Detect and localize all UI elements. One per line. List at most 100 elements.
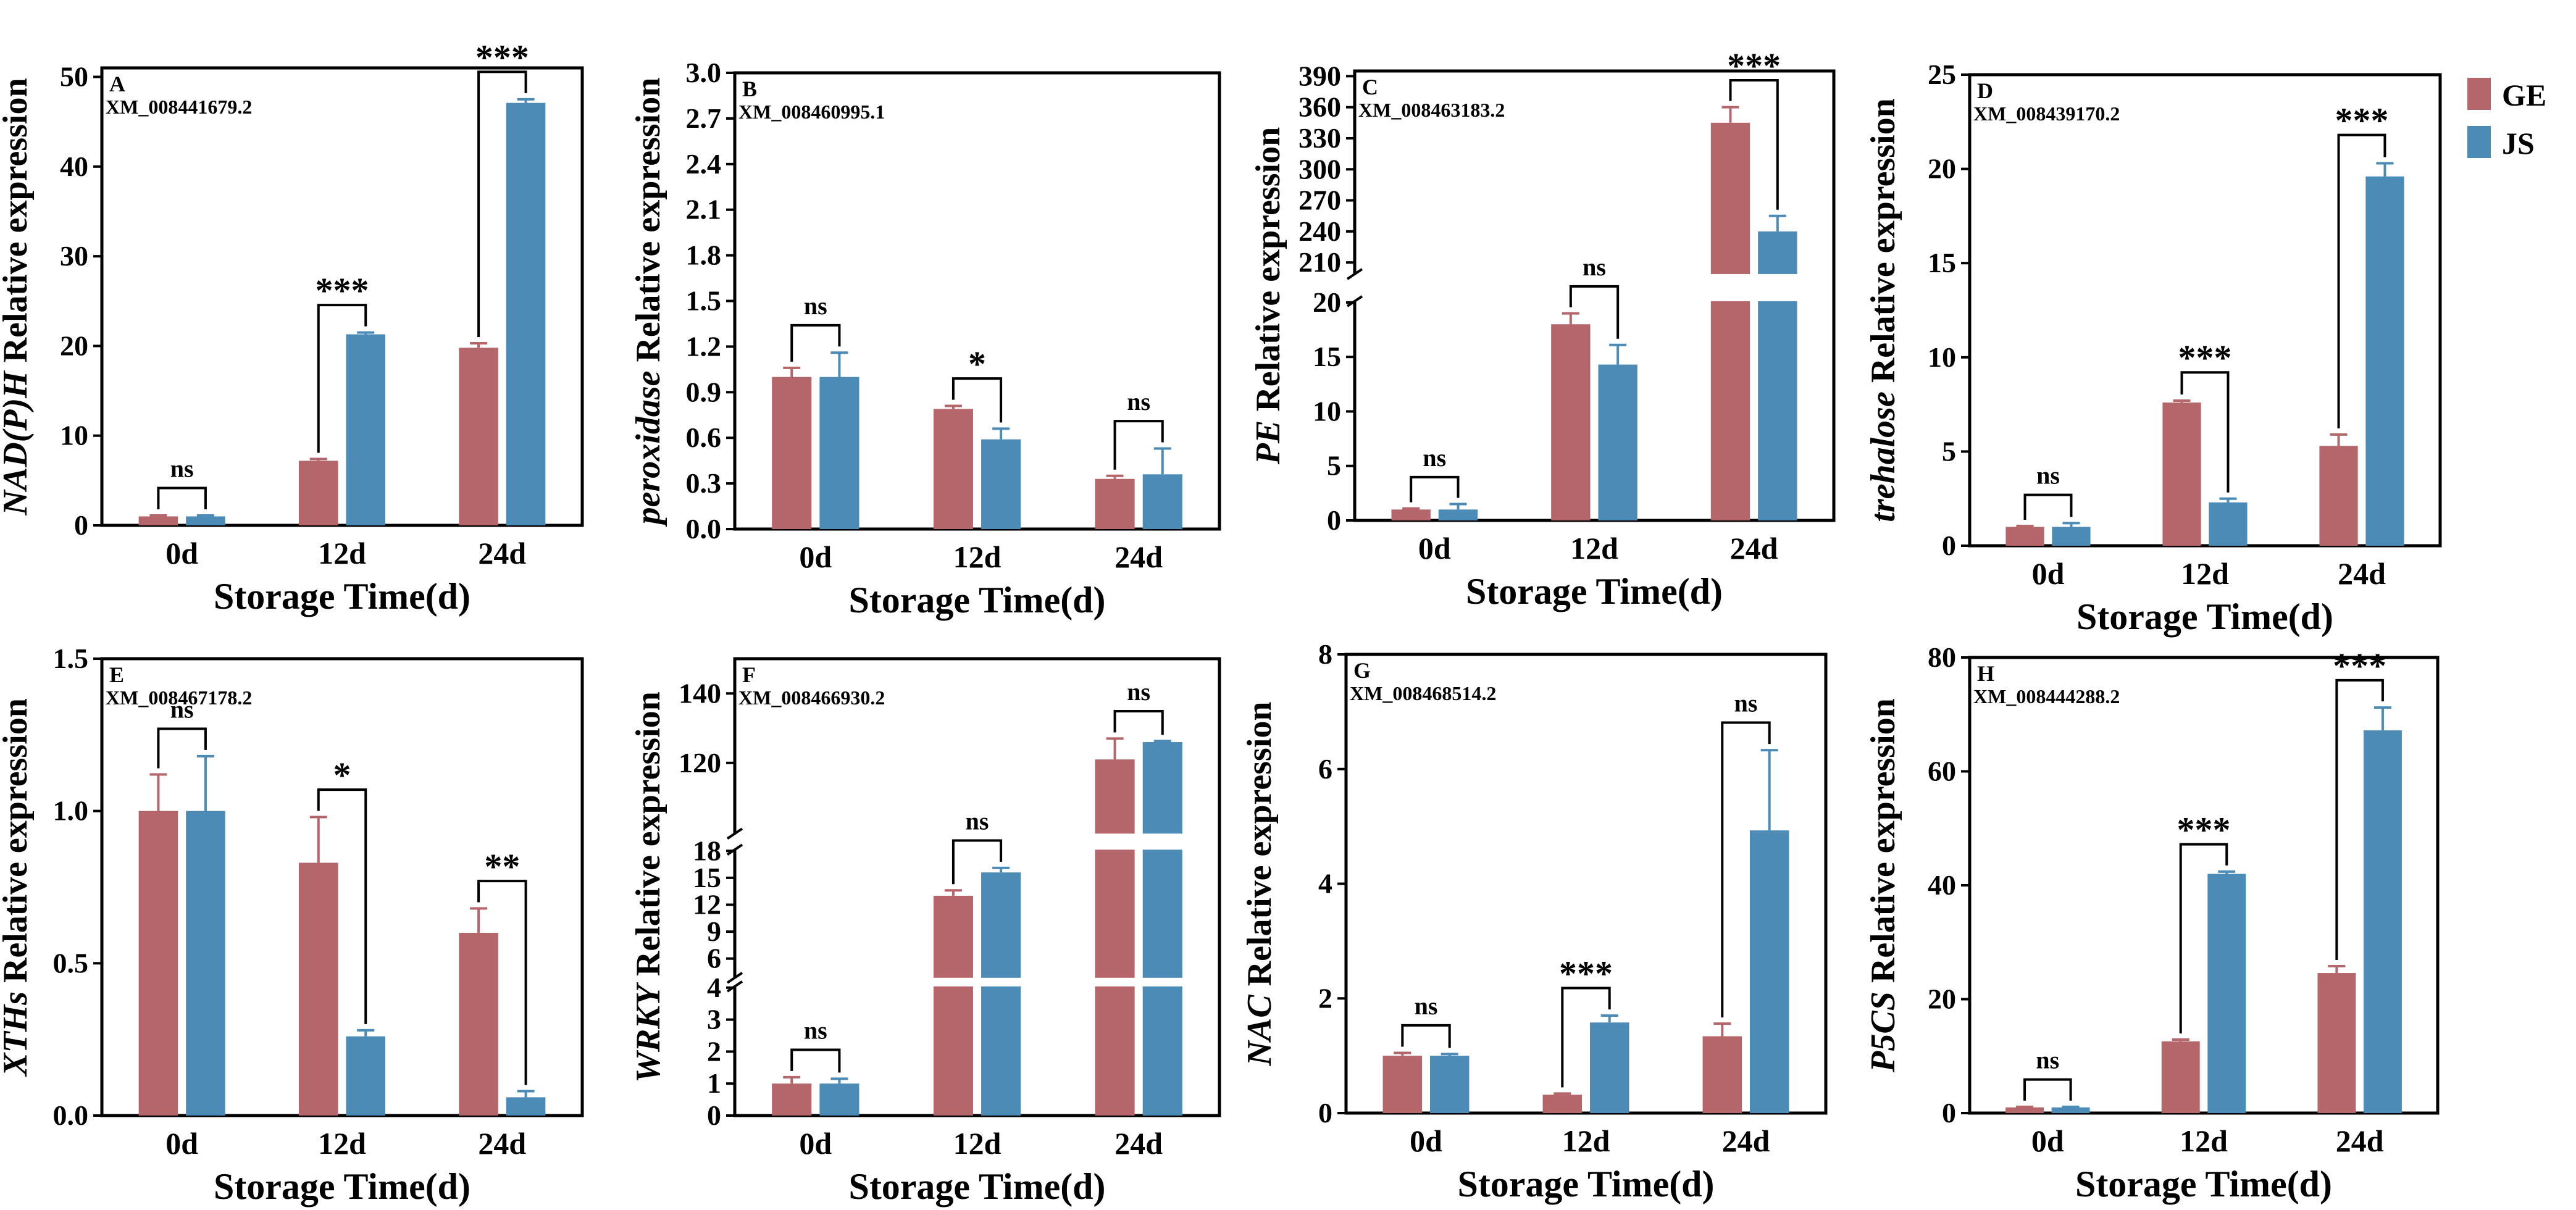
bar-ge-24d [1095, 759, 1135, 1116]
bar-ge-12d [1542, 1095, 1583, 1113]
axis-break-mark [726, 972, 743, 984]
y-axis-label: NAC Relative expression [1240, 701, 1279, 1066]
bar-ge-24d [2319, 446, 2358, 546]
x-axis-label: Storage Time(d) [214, 576, 470, 617]
y-tick-label: 2.7 [686, 102, 722, 134]
x-tick-label: 0d [799, 540, 832, 574]
significance-label: *** [2333, 646, 2386, 686]
y-tick-label: 40 [60, 151, 88, 182]
y-tick-label: 80 [1928, 641, 1956, 673]
panel-letter: F [742, 662, 756, 687]
gene-id: XM_008467178.2 [106, 686, 252, 709]
x-tick-label: 24d [2338, 556, 2386, 591]
x-tick-label: 0d [2031, 1124, 2064, 1158]
y-tick-label: 3.0 [686, 57, 722, 88]
gene-id: XM_008444288.2 [1973, 685, 2120, 707]
x-axis-label: Storage Time(d) [2076, 596, 2333, 637]
bar-js-12d [1589, 1022, 1629, 1113]
y-tick-label: 6 [707, 943, 721, 974]
panel-letter: H [1977, 661, 1994, 686]
y-tick-label: 20 [60, 330, 88, 361]
bar-ge-12d [1551, 324, 1591, 520]
x-tick-label: 0d [2032, 556, 2065, 591]
bar-ge-12d [933, 409, 973, 529]
bar-ge-24d [1710, 122, 1750, 521]
gene-name: PE [1249, 420, 1287, 465]
significance-bracket [317, 788, 367, 1024]
gene-name: peroxidase [629, 371, 667, 527]
y-tick-label: 25 [1928, 59, 1956, 90]
significance-label: ns [2036, 1046, 2059, 1074]
bar-js-24d [506, 1097, 546, 1116]
significance-label: ns [1423, 444, 1446, 472]
y-tick-label: 0 [1942, 530, 1956, 561]
bar-js-24d [1142, 474, 1182, 529]
significance-bracket [157, 486, 207, 510]
x-tick-label: 12d [1562, 1124, 1610, 1158]
bar-ge-0d [772, 1083, 812, 1116]
y-tick-label: 30 [60, 240, 88, 272]
y-axis-label: XTHs Relative expression [0, 698, 35, 1077]
panel-letter: G [1353, 658, 1371, 683]
y-axis-label: WRKY Relative expression [629, 691, 667, 1083]
bar-js-12d [981, 872, 1021, 1116]
x-axis-label: Storage Time(d) [848, 580, 1105, 620]
significance-bracket [790, 323, 841, 362]
gene-id: XM_008439170.2 [1973, 102, 2120, 125]
y-tick-label: 6 [1318, 753, 1332, 785]
significance-bracket [157, 727, 207, 769]
significance-label: ns [1127, 678, 1150, 706]
significance-label: ns [170, 695, 194, 723]
bar-break-gap [1710, 273, 1751, 301]
y-axis-label: PE Relative expression [1249, 127, 1287, 465]
axis-break-mark [726, 980, 743, 993]
bar-js-12d [2209, 502, 2248, 546]
x-axis-label: Storage Time(d) [848, 1166, 1105, 1207]
significance-bracket [1729, 78, 1779, 210]
gene-id: XM_008468514.2 [1350, 682, 1496, 704]
significance-label: ns [966, 807, 989, 835]
bar-ge-0d [2005, 1107, 2044, 1113]
x-tick-label: 12d [318, 1126, 366, 1161]
y-tick-label: 0.9 [686, 376, 722, 407]
bar-js-12d [981, 439, 1021, 529]
y-axis-label: peroxidase Relative expression [629, 78, 667, 527]
x-tick-label: 0d [1418, 531, 1451, 565]
gene-id: XM_008463183.2 [1358, 99, 1505, 121]
y-tick-label: 2 [1318, 982, 1332, 1014]
significance-bracket [2335, 678, 2384, 960]
bar-js-0d [1438, 509, 1478, 520]
y-axis-label-suffix: Relative expression [0, 698, 35, 991]
y-tick-label: 0.0 [686, 513, 722, 544]
y-tick-label: 18 [693, 835, 721, 866]
bar-break-gap [1094, 833, 1135, 850]
gene-name: WRKY [629, 982, 667, 1082]
significance-label: ns [170, 455, 194, 483]
y-tick-label: 5 [1942, 435, 1956, 467]
significance-bracket [2180, 371, 2230, 493]
bar-js-24d [1749, 830, 1789, 1113]
bar-ge-0d [1382, 1056, 1423, 1113]
panel-letter: A [109, 72, 125, 96]
gene-name: XTHs [0, 991, 35, 1077]
x-tick-label: 12d [1570, 531, 1618, 565]
significance-label: *** [2335, 101, 2389, 141]
y-tick-label: 0 [707, 1099, 721, 1131]
y-tick-label: 10 [1928, 341, 1956, 373]
x-tick-label: 0d [799, 1126, 832, 1161]
significance-bracket [2179, 843, 2228, 1033]
legend-label-ge: GE [2502, 78, 2546, 112]
x-tick-label: 12d [953, 1126, 1002, 1161]
y-tick-label: 1.8 [686, 240, 722, 271]
x-tick-label: 24d [478, 1126, 526, 1161]
significance-bracket [951, 839, 1003, 885]
y-tick-label: 0 [1942, 1097, 1956, 1129]
bar-js-12d [1598, 364, 1637, 520]
axis-break-mark [726, 827, 743, 840]
x-tick-label: 24d [1114, 540, 1163, 574]
panel-E: 0.0 0.5 1.0 1.5 0d ns 12d * 24d ** EXM_008467178.2… [0, 643, 584, 1207]
legend-swatch-ge [2467, 78, 2491, 110]
significance-label: ns [1415, 992, 1438, 1020]
significance-bracket [1410, 475, 1460, 503]
